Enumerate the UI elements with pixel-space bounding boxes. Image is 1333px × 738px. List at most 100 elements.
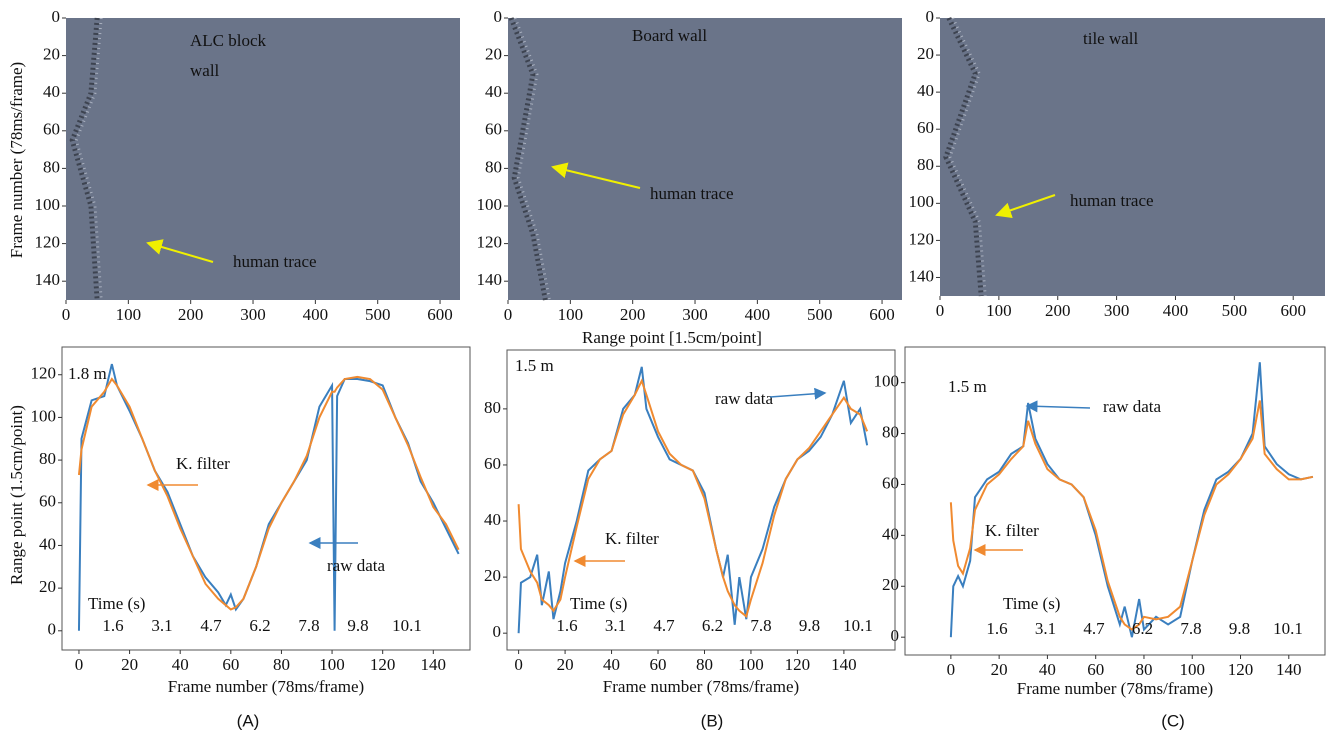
x-tick-label: 300 [240, 305, 266, 324]
time-label: 7.8 [298, 616, 319, 635]
x-axis-label: Frame number (78ms/frame) [1017, 679, 1213, 698]
panel-title: tile wall [1083, 29, 1139, 48]
x-tick-label: 0 [947, 660, 956, 679]
x-tick-label: 500 [365, 305, 391, 324]
legend-label: K. filter [176, 454, 230, 473]
y-tick-label: 20 [43, 45, 60, 64]
y-tick-label: 60 [882, 473, 899, 492]
y-tick-label: 140 [909, 266, 935, 285]
trace-texture [943, 16, 984, 297]
annotation-arrow [769, 387, 827, 400]
y-axis-label: Range point (1.5cm/point) [7, 405, 26, 585]
y-tick-label: 100 [35, 195, 61, 214]
x-tick-label: 600 [1280, 301, 1306, 320]
time-label: 3.1 [605, 616, 626, 635]
annotation: human trace [233, 252, 317, 271]
x-tick-label: 80 [696, 655, 713, 674]
distance-label: 1.8 m [68, 364, 107, 383]
legend-label: raw data [1103, 397, 1162, 416]
x-tick-label: 200 [1045, 301, 1071, 320]
y-tick-label: 80 [882, 422, 899, 441]
y-tick-label: 0 [493, 622, 502, 641]
y-tick-label: 100 [31, 406, 57, 425]
time-label: 4.7 [653, 616, 675, 635]
y-tick-label: 120 [31, 364, 57, 383]
y-tick-label: 20 [882, 575, 899, 594]
time-label: 10.1 [392, 616, 422, 635]
y-tick-label: 0 [494, 7, 503, 26]
x-tick-label: 80 [1135, 660, 1152, 679]
trace-texture [508, 17, 548, 301]
y-tick-label: 80 [43, 157, 60, 176]
panel-title: Board wall [632, 26, 707, 45]
x-tick-label: 20 [991, 660, 1008, 679]
y-tick-label: 60 [43, 120, 60, 139]
y-tick-label: 0 [891, 626, 900, 645]
y-tick-label: 120 [477, 233, 503, 252]
y-tick-label: 80 [917, 155, 934, 174]
y-tick-label: 40 [39, 534, 56, 553]
x-tick-label: 60 [1087, 660, 1104, 679]
x-tick-label: 140 [1276, 660, 1302, 679]
legend-label: K. filter [985, 521, 1039, 540]
time-axis-title: Time (s) [88, 594, 145, 613]
plot-frame [61, 346, 471, 651]
x-tick-label: 80 [273, 655, 290, 674]
time-label: 10.1 [843, 616, 873, 635]
distance-label: 1.5 m [948, 377, 987, 396]
annotation-arrow [551, 162, 641, 189]
y-tick-label: 40 [882, 524, 899, 543]
time-label: 9.8 [1229, 619, 1250, 638]
x-axis-label: Frame number (78ms/frame) [168, 677, 364, 696]
time-label: 4.7 [1083, 619, 1105, 638]
y-tick-label: 60 [39, 492, 56, 511]
time-label: 4.7 [200, 616, 222, 635]
x-tick-label: 0 [504, 305, 513, 324]
y-tick-label: 0 [926, 7, 935, 26]
x-tick-label: 100 [319, 655, 345, 674]
x-tick-label: 100 [116, 305, 142, 324]
y-tick-label: 60 [484, 454, 501, 473]
y-tick-label: 100 [874, 372, 900, 391]
distance-label: 1.5 m [515, 356, 554, 375]
legend-label: K. filter [605, 529, 659, 548]
x-tick-label: 500 [1222, 301, 1248, 320]
heatmap-background [940, 18, 1325, 296]
y-tick-label: 20 [484, 566, 501, 585]
y-tick-label: 20 [485, 45, 502, 64]
y-tick-label: 40 [43, 82, 60, 101]
annotation-arrow [146, 239, 214, 263]
y-tick-label: 40 [484, 510, 501, 529]
x-tick-label: 20 [121, 655, 138, 674]
y-tick-label: 140 [35, 270, 61, 289]
y-axis-label: Frame number (78ms/frame) [7, 62, 26, 258]
x-axis-label: Frame number (78ms/frame) [603, 677, 799, 696]
panel-label: (C) [1161, 711, 1185, 730]
x-tick-label: 0 [514, 655, 523, 674]
x-tick-label: 0 [62, 305, 71, 324]
x-tick-label: 60 [222, 655, 239, 674]
x-tick-label: 100 [558, 305, 584, 324]
time-label: 1.6 [986, 619, 1007, 638]
time-label: 7.8 [750, 616, 771, 635]
annotation: human trace [650, 184, 734, 203]
y-tick-label: 80 [484, 398, 501, 417]
y-tick-label: 60 [917, 118, 934, 137]
trace-texture [69, 17, 100, 301]
x-tick-label: 600 [427, 305, 453, 324]
time-label: 1.6 [102, 616, 123, 635]
time-label: 9.8 [347, 616, 368, 635]
time-axis-title: Time (s) [1003, 594, 1060, 613]
y-tick-label: 140 [477, 270, 503, 289]
trace-texture [74, 17, 103, 301]
x-tick-label: 200 [620, 305, 646, 324]
x-tick-label: 0 [936, 301, 945, 320]
y-tick-label: 100 [909, 192, 935, 211]
y-tick-label: 120 [35, 233, 61, 252]
x-tick-label: 100 [986, 301, 1012, 320]
time-label: 10.1 [1273, 619, 1303, 638]
time-label: 9.8 [799, 616, 820, 635]
heatmap-background [66, 18, 460, 300]
time-axis-title: Time (s) [570, 594, 627, 613]
y-tick-label: 20 [917, 44, 934, 63]
